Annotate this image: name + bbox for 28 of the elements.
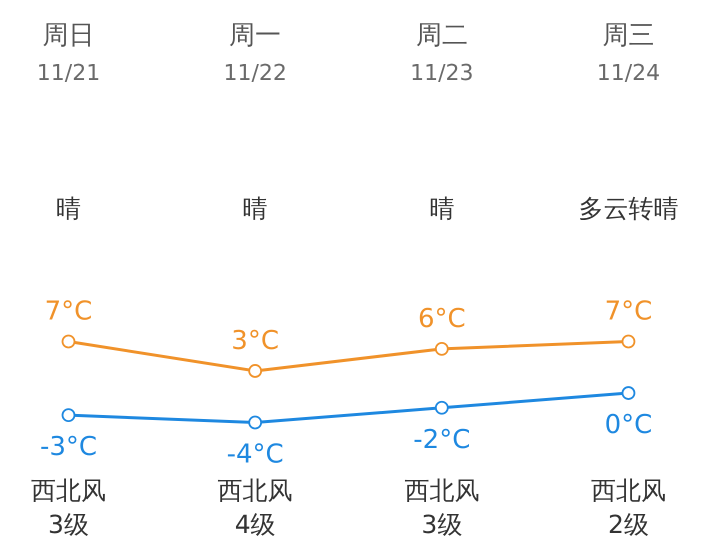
data-label: -2°C xyxy=(413,424,470,455)
point xyxy=(248,416,262,430)
x-tick-label: 周日 11/21 xyxy=(36,20,100,86)
x-tick-label: 周三 11/24 xyxy=(596,20,660,86)
text: 多云转晴 xyxy=(578,194,678,223)
text: 西北风 3级 xyxy=(404,476,480,539)
x-tick-label: 周一 11/22 xyxy=(223,20,287,86)
text: 晴 xyxy=(56,194,81,223)
data-label: -4°C xyxy=(226,440,284,470)
point xyxy=(434,342,449,356)
data-label: 7°C xyxy=(44,296,92,326)
data-label: 3°C xyxy=(231,326,280,356)
text: 西北风 4级 xyxy=(218,476,293,539)
point xyxy=(622,334,636,348)
data-label: 0°C xyxy=(604,410,652,440)
point xyxy=(434,400,449,415)
text: 晴 xyxy=(429,194,454,223)
point xyxy=(248,364,262,378)
text: 晴 xyxy=(242,194,268,223)
data-label: 7°C xyxy=(604,296,652,326)
text: 西北风 2级 xyxy=(590,476,666,539)
text: 西北风 3级 xyxy=(31,476,106,539)
data-label: -3°C xyxy=(40,432,98,462)
point xyxy=(62,334,76,348)
data-label: 6°C xyxy=(418,304,466,334)
point xyxy=(622,386,636,400)
point xyxy=(62,408,76,422)
x-tick-label: 周二 11/23 xyxy=(410,20,474,86)
